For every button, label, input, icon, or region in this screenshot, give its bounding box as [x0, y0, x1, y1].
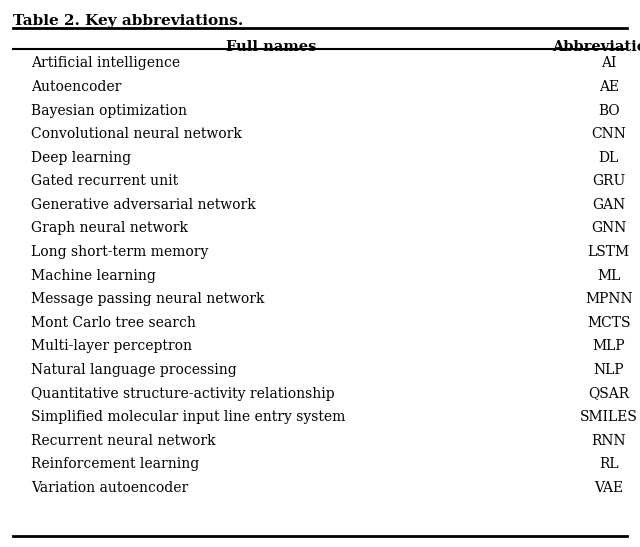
Text: Graph neural network: Graph neural network [31, 222, 188, 235]
Text: Variation autoencoder: Variation autoencoder [31, 481, 189, 495]
Text: NLP: NLP [593, 363, 624, 377]
Text: Mont Carlo tree search: Mont Carlo tree search [31, 316, 196, 330]
Text: AE: AE [598, 80, 619, 94]
Text: Deep learning: Deep learning [31, 151, 131, 165]
Text: CNN: CNN [591, 127, 626, 141]
Text: Message passing neural network: Message passing neural network [31, 292, 265, 306]
Text: Recurrent neural network: Recurrent neural network [31, 434, 216, 448]
Text: GRU: GRU [592, 174, 625, 188]
Text: Machine learning: Machine learning [31, 269, 156, 283]
Text: Full names: Full names [226, 40, 316, 54]
Text: Quantitative structure-activity relationship: Quantitative structure-activity relation… [31, 387, 335, 400]
Text: AI: AI [601, 56, 616, 71]
Text: Artificial intelligence: Artificial intelligence [31, 56, 180, 71]
Text: Simplified molecular input line entry system: Simplified molecular input line entry sy… [31, 410, 346, 424]
Text: Table 2. Key abbreviations.: Table 2. Key abbreviations. [13, 14, 243, 27]
Text: QSAR: QSAR [588, 387, 629, 400]
Text: GNN: GNN [591, 222, 627, 235]
Text: GAN: GAN [592, 198, 625, 212]
Text: Reinforcement learning: Reinforcement learning [31, 457, 200, 472]
Text: Gated recurrent unit: Gated recurrent unit [31, 174, 179, 188]
Text: BO: BO [598, 103, 620, 118]
Text: MCTS: MCTS [587, 316, 630, 330]
Text: SMILES: SMILES [580, 410, 637, 424]
Text: Long short-term memory: Long short-term memory [31, 245, 209, 259]
Text: Multi-layer perceptron: Multi-layer perceptron [31, 339, 192, 353]
Text: MLP: MLP [593, 339, 625, 353]
Text: Autoencoder: Autoencoder [31, 80, 122, 94]
Text: RNN: RNN [591, 434, 626, 448]
Text: VAE: VAE [594, 481, 623, 495]
Text: Natural language processing: Natural language processing [31, 363, 237, 377]
Text: Generative adversarial network: Generative adversarial network [31, 198, 256, 212]
Text: Abbreviations: Abbreviations [552, 40, 640, 54]
Text: MPNN: MPNN [585, 292, 632, 306]
Text: LSTM: LSTM [588, 245, 630, 259]
Text: ML: ML [597, 269, 620, 283]
Text: RL: RL [599, 457, 619, 472]
Text: Convolutional neural network: Convolutional neural network [31, 127, 242, 141]
Text: Bayesian optimization: Bayesian optimization [31, 103, 188, 118]
Text: DL: DL [598, 151, 619, 165]
